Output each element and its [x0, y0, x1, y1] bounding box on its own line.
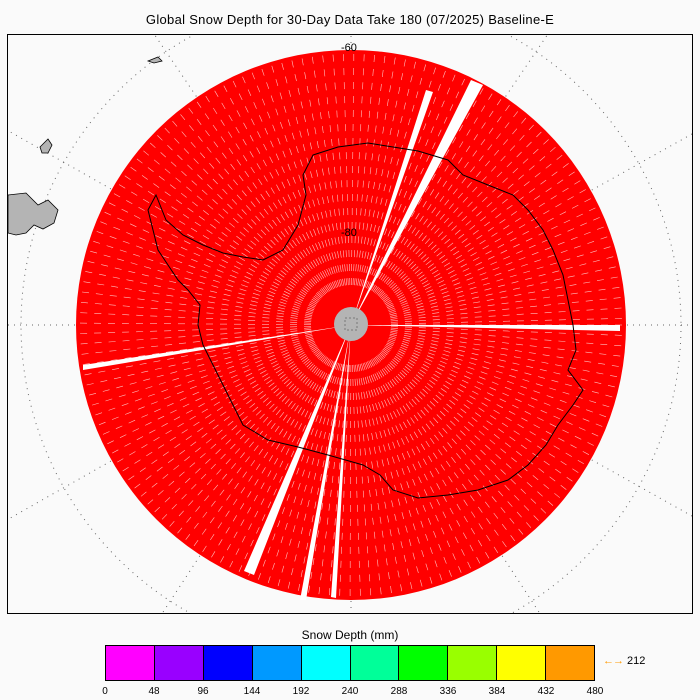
colorbar-tick-label: 432 — [537, 686, 555, 697]
colorbar — [105, 645, 595, 681]
colorbar-tick-label: 0 — [102, 686, 108, 697]
land-masses — [8, 56, 163, 236]
colorbar-tick-label: 288 — [390, 686, 408, 697]
colorbar-swatch — [399, 646, 449, 680]
colorbar-tick-label: 480 — [586, 686, 604, 697]
colorbar-swatch — [106, 646, 155, 680]
colorbar-tick-label: 48 — [148, 686, 160, 697]
map-title: Global Snow Depth for 30-Day Data Take 1… — [145, 12, 555, 27]
colorbar-tick-label: 144 — [243, 686, 261, 697]
max-value: 212 — [627, 655, 646, 667]
lat-label-60: -60 — [341, 42, 357, 54]
swath-gaps — [83, 80, 620, 600]
colorbar-tick-label: 96 — [197, 686, 209, 697]
polar-map: -60 -80 — [8, 35, 692, 613]
antarctica-coastline — [147, 142, 584, 499]
pole-hole — [334, 307, 368, 341]
colorbar-swatch — [154, 646, 204, 680]
colorbar-swatch — [497, 646, 547, 680]
colorbar-swatch — [252, 646, 302, 680]
colorbar-tick-label: 384 — [488, 686, 506, 697]
colorbar-title: Snow Depth (mm) — [301, 628, 399, 642]
colorbar-swatch — [301, 646, 351, 680]
map-panel: -60 -80 — [7, 34, 693, 614]
colorbar-max: ←→ 212 — [603, 655, 645, 667]
colorbar-swatch — [546, 646, 595, 680]
colorbar-tick-label: 240 — [341, 686, 359, 697]
max-arrow-icon: ←→ — [603, 655, 624, 667]
colorbar-tick-label: 192 — [292, 686, 310, 697]
colorbar-swatch — [203, 646, 253, 680]
lat-label-80: -80 — [341, 227, 357, 239]
pole-marker — [344, 317, 358, 331]
swath-texture — [79, 54, 622, 596]
colorbar-swatch — [448, 646, 498, 680]
colorbar-swatch — [350, 646, 400, 680]
colorbar-tick-label: 336 — [439, 686, 457, 697]
